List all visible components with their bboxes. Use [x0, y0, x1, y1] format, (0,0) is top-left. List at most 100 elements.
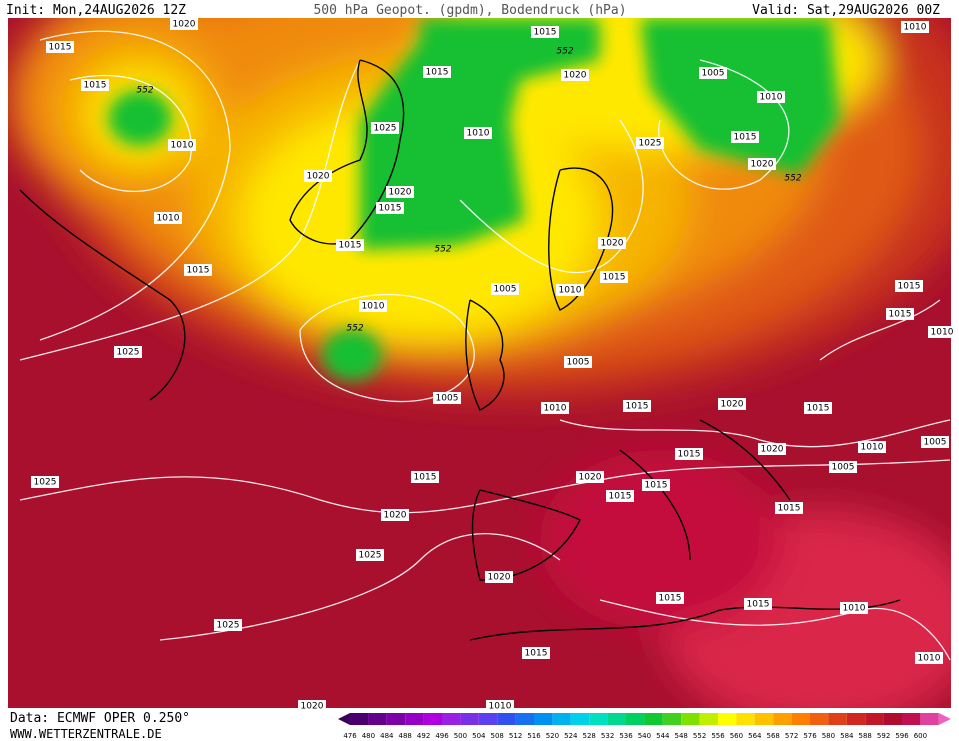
label-box: [184, 264, 212, 276]
contour-label: 1010: [760, 93, 783, 103]
contour-label: 1020: [384, 511, 407, 521]
contour-label: 1020: [564, 71, 587, 81]
contour-label: 1015: [898, 282, 921, 292]
colorbar-label: 556: [711, 732, 725, 740]
colorbar-swatch: [460, 713, 479, 725]
colorbar-swatch: [368, 713, 387, 725]
label-box: [464, 127, 492, 139]
colorbar-label: 512: [509, 732, 522, 740]
colorbar-arrow-right: [938, 713, 951, 725]
contour-label: 1020: [307, 172, 330, 182]
label-box: [915, 652, 943, 664]
colorbar-swatch: [846, 713, 866, 725]
label-box: [576, 471, 604, 483]
colorbar-label: 560: [730, 732, 743, 740]
contour-label: 1025: [359, 551, 382, 561]
contour-label: 1005: [494, 285, 517, 295]
label-box: [606, 490, 634, 502]
colorbar-swatch: [828, 713, 847, 725]
colorbar-label: 552: [693, 732, 706, 740]
colorbar-label: 580: [822, 732, 835, 740]
colorbar-label: 540: [638, 732, 651, 740]
contour-label: 1010: [489, 702, 512, 712]
label-box: [656, 592, 684, 604]
colorbar-swatch: [902, 713, 921, 725]
colorbar-swatch: [607, 713, 626, 725]
colorbar-swatch: [810, 713, 829, 725]
contour-label: 1015: [603, 273, 626, 283]
colorbar-swatch: [773, 713, 792, 725]
contour-label: 552: [556, 47, 573, 57]
label-box: [623, 400, 651, 412]
contour-label: 1015: [379, 204, 402, 214]
colorbar-swatch: [552, 713, 571, 725]
label-box: [718, 398, 746, 410]
contour-label: 1010: [362, 302, 385, 312]
label-box: [901, 21, 929, 33]
label-box: [170, 18, 198, 30]
label-box: [564, 356, 592, 368]
colorbar-label: 532: [601, 732, 614, 740]
contour-label: 1010: [157, 214, 180, 224]
colorbar-swatch: [791, 713, 810, 725]
contour-label: 1010: [918, 654, 941, 664]
colorbar-swatch: [754, 713, 774, 725]
colorbar-label: 576: [803, 732, 817, 740]
colorbar-swatch: [534, 713, 553, 725]
map-field: [8, 18, 951, 708]
colorbar-swatch: [350, 713, 369, 725]
colorbar-label: 484: [380, 732, 394, 740]
label-box: [598, 237, 626, 249]
label-box: [556, 284, 584, 296]
label-box: [731, 131, 759, 143]
colorbar-swatch: [736, 713, 755, 725]
contour-label: 1015: [534, 28, 557, 38]
colorbar-label: 596: [895, 732, 909, 740]
contour-label: 1015: [525, 649, 548, 659]
contour-label: 1015: [187, 266, 210, 276]
colorbar-swatch: [699, 713, 718, 725]
colorbar-label: 480: [362, 732, 375, 740]
label-box: [433, 392, 461, 404]
colorbar-label: 536: [619, 732, 633, 740]
contour-labels: 1020 1015 1015 552 1010 1010 1015 1025 1025 1015 5…: [31, 18, 956, 712]
label-box: [411, 471, 439, 483]
colorbar-swatch: [423, 713, 442, 725]
label-box: [423, 66, 451, 78]
colorbar-swatch: [662, 713, 682, 725]
contour-label: 1025: [34, 478, 57, 488]
contour-label: 1025: [374, 124, 397, 134]
label-box: [748, 158, 776, 170]
label-box: [304, 170, 332, 182]
contour-label: 552: [346, 324, 363, 334]
contour-label: 1020: [488, 573, 511, 583]
contour-label: 1015: [678, 450, 701, 460]
site-url: WWW.WETTERZENTRALE.DE: [10, 727, 162, 741]
contour-label: 1015: [339, 241, 362, 251]
label-box: [298, 700, 326, 712]
contour-label: 1020: [751, 160, 774, 170]
valid-time: Valid: Sat,29AUG2026 00Z: [752, 3, 940, 18]
label-box: [485, 571, 513, 583]
data-source: Data: ECMWF OPER 0.250°: [10, 711, 190, 726]
label-box: [114, 346, 142, 358]
label-box: [675, 448, 703, 460]
contour-label: 1010: [467, 129, 490, 139]
colorbar-swatch: [718, 713, 737, 725]
contour-label: 1015: [49, 43, 72, 53]
contour-label: 1025: [217, 621, 240, 631]
label-box: [356, 549, 384, 561]
label-box: [561, 69, 589, 81]
colorbar-label: 508: [491, 732, 504, 740]
contour-label: 1015: [609, 492, 632, 502]
label-box: [381, 509, 409, 521]
contour-label: 1015: [84, 81, 107, 91]
colorbar-label: 496: [435, 732, 449, 740]
label-box: [541, 402, 569, 414]
init-time: Init: Mon,24AUG2026 12Z: [6, 3, 186, 18]
contour-label: 1025: [639, 139, 662, 149]
label-box: [928, 326, 956, 338]
contour-label: 1015: [426, 68, 449, 78]
colorbar-label: 592: [877, 732, 890, 740]
